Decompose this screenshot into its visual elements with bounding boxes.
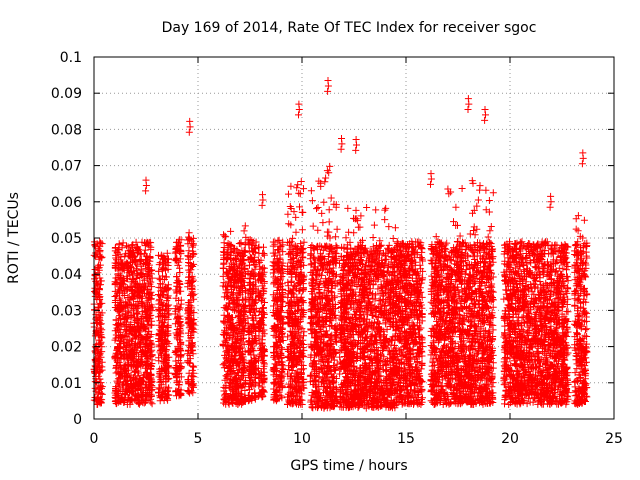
y-tick-label: 0.07 xyxy=(51,159,82,175)
x-tick-label: 0 xyxy=(90,431,99,447)
x-tick-label: 15 xyxy=(397,431,415,447)
y-tick-label: 0.03 xyxy=(51,303,82,319)
y-tick-label: 0.02 xyxy=(51,340,82,356)
data-points xyxy=(90,77,591,412)
chart-title: Day 169 of 2014, Rate Of TEC Index for r… xyxy=(162,20,537,36)
y-tick-label: 0.01 xyxy=(51,376,82,392)
y-tick-label: 0.09 xyxy=(51,86,82,102)
x-tick-label: 20 xyxy=(501,431,519,447)
x-tick-label: 10 xyxy=(293,431,311,447)
x-tick-label: 5 xyxy=(194,431,203,447)
y-tick-label: 0 xyxy=(73,412,82,428)
x-tick-label: 25 xyxy=(605,431,623,447)
roti-scatter-markers xyxy=(90,77,591,412)
y-tick-label: 0.1 xyxy=(60,50,82,66)
axis-ticks: 0 0.01 0.02 0.03 0.04 0.05 0.06 0.07 0.08 0.09 0.1… xyxy=(51,50,623,447)
y-axis-label: ROTI / TECUs xyxy=(6,192,22,284)
y-tick-label: 0.08 xyxy=(51,122,82,138)
x-axis-label: GPS time / hours xyxy=(290,458,407,474)
y-tick-label: 0.06 xyxy=(51,195,82,211)
y-tick-label: 0.04 xyxy=(51,267,82,283)
y-tick-label: 0.05 xyxy=(51,231,82,247)
